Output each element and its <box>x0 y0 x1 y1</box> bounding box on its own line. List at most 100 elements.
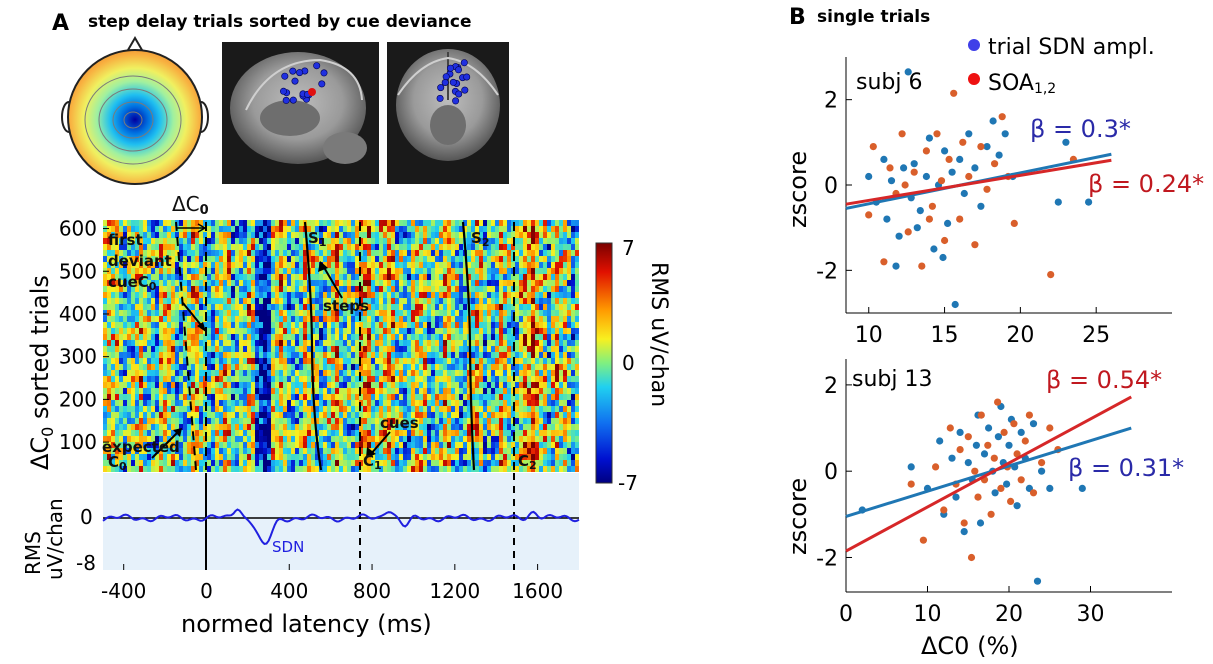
heatmap-cell <box>451 340 456 347</box>
heatmap-cell <box>435 304 440 311</box>
heatmap-cell <box>259 430 264 437</box>
heatmap-cell <box>471 358 476 365</box>
heatmap-cell <box>323 316 328 323</box>
heatmap-cell <box>523 454 528 461</box>
heatmap-cell <box>535 268 540 275</box>
heatmap-cell <box>411 424 416 431</box>
heatmap-cell <box>295 370 300 377</box>
heatmap-cell <box>127 352 132 359</box>
heatmap-cell <box>123 256 128 263</box>
heatmap-cell <box>319 328 324 335</box>
heatmap-cell <box>215 358 220 365</box>
heatmap-cell <box>227 448 232 455</box>
heatmap-cell <box>507 418 512 425</box>
heatmap-cell <box>283 226 288 233</box>
heatmap-cell <box>351 358 356 365</box>
heatmap-cell <box>223 238 228 245</box>
heatmap-cell <box>443 232 448 239</box>
heatmap-cell <box>343 238 348 245</box>
heatmap-cell <box>223 388 228 395</box>
heatmap-cell <box>475 382 480 389</box>
heatmap-cell <box>111 376 116 383</box>
heatmap-cell <box>243 358 248 365</box>
heatmap-cell <box>263 226 268 233</box>
heatmap-cell <box>455 274 460 281</box>
heatmap-cell <box>207 436 212 443</box>
heatmap-cell <box>531 220 536 227</box>
heatmap-cell <box>119 376 124 383</box>
heatmap-cell <box>443 340 448 347</box>
heatmap-cell <box>283 358 288 365</box>
heatmap-cell <box>539 352 544 359</box>
heatmap-cell <box>103 316 108 323</box>
heatmap-cell <box>139 310 144 317</box>
heatmap-cell <box>387 238 392 245</box>
heatmap-cell <box>463 298 468 305</box>
heatmap-cell <box>559 406 564 413</box>
heatmap-cell <box>191 460 196 467</box>
heatmap-cell <box>459 220 464 227</box>
heatmap-cell <box>207 406 212 413</box>
heatmap-cell <box>263 256 268 263</box>
heatmap-cell <box>231 262 236 269</box>
heatmap-cell <box>251 394 256 401</box>
heatmap-cell <box>571 454 576 461</box>
heatmap-cell <box>355 334 360 341</box>
heatmap-cell <box>207 376 212 383</box>
heatmap-cell <box>507 298 512 305</box>
heatmap-cell <box>231 226 236 233</box>
heatmap-cell <box>183 370 188 377</box>
heatmap-cell <box>103 346 108 353</box>
heatmap-cell <box>351 274 356 281</box>
heatmap-cell <box>351 268 356 275</box>
heatmap-cell <box>503 346 508 353</box>
heatmap-cell <box>555 232 560 239</box>
heatmap-cell <box>443 346 448 353</box>
heatmap-cell <box>411 460 416 467</box>
heatmap-cell <box>487 442 492 449</box>
heatmap-cell <box>219 460 224 467</box>
heatmap-cell <box>419 370 424 377</box>
heatmap-cell <box>559 280 564 287</box>
heatmap-cell <box>179 370 184 377</box>
heatmap-cell <box>275 382 280 389</box>
heatmap-cell <box>307 346 312 353</box>
heatmap-cell <box>379 466 384 472</box>
heatmap-cell <box>103 256 108 263</box>
heatmap-cell <box>563 292 568 299</box>
heatmap-cell <box>363 454 368 461</box>
heatmap-cell <box>555 382 560 389</box>
heatmap-cell <box>567 382 572 389</box>
heatmap-cell <box>539 448 544 455</box>
heatmap-cell <box>571 328 576 335</box>
heatmap-cell <box>111 412 116 419</box>
heatmap-cell <box>463 394 468 401</box>
heatmap-cell <box>347 226 352 233</box>
heatmap-cell <box>339 334 344 341</box>
heatmap-cell <box>463 424 468 431</box>
heatmap-cell <box>387 280 392 287</box>
heatmap-cell <box>419 280 424 287</box>
heatmap-cell <box>275 388 280 395</box>
heatmap-cell <box>571 466 576 472</box>
heatmap-cell <box>471 412 476 419</box>
heatmap-cell <box>535 436 540 443</box>
heatmap-cell <box>459 436 464 443</box>
heatmap-cell <box>299 262 304 269</box>
heatmap-cell <box>515 292 520 299</box>
heatmap-cell <box>471 298 476 305</box>
heatmap-cell <box>403 220 408 227</box>
heatmap-cell <box>383 256 388 263</box>
heatmap-cell <box>555 394 560 401</box>
heatmap-cell <box>307 436 312 443</box>
heatmap-cell <box>559 322 564 329</box>
heatmap-cell <box>491 352 496 359</box>
heatmap-cell <box>475 226 480 233</box>
heatmap-cell <box>135 406 140 413</box>
heatmap-cell <box>407 430 412 437</box>
heatmap-cell <box>319 460 324 467</box>
heatmap-cell <box>167 382 172 389</box>
heatmap-cell <box>207 298 212 305</box>
heatmap-cell <box>339 436 344 443</box>
heatmap-cell <box>147 406 152 413</box>
